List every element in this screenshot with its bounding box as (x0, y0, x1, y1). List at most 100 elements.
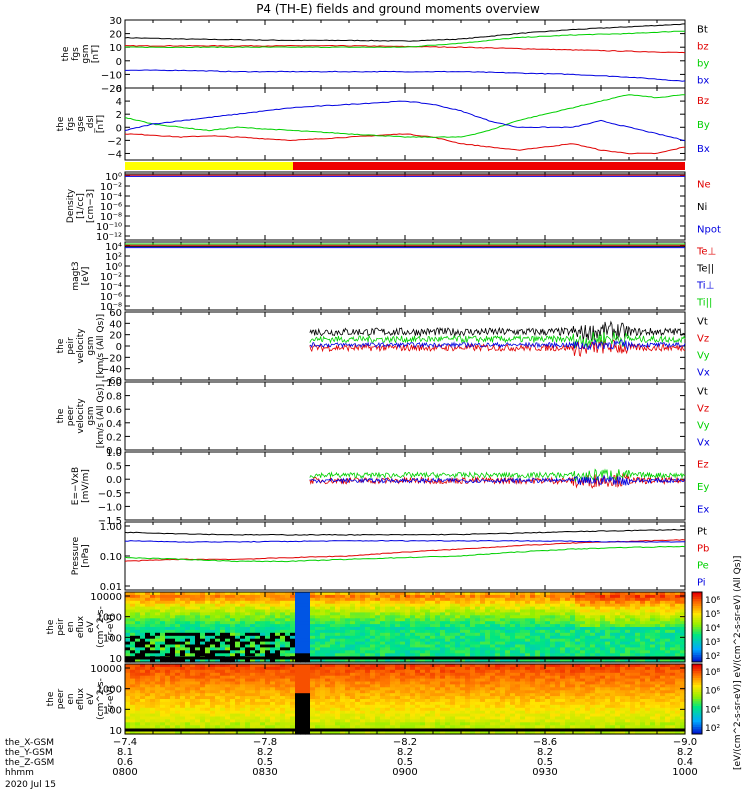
peir_spectrogram-cell (510, 618, 516, 622)
peir_spectrogram-cell (265, 609, 271, 613)
peir_spectrogram-cell (350, 615, 356, 619)
peir_spectrogram-cell (515, 659, 521, 663)
peer_spectrogram-cell (435, 716, 441, 720)
peer_spectrogram-cell (465, 725, 471, 729)
peer_spectrogram-cell (190, 722, 196, 726)
peir_spectrogram-cell (380, 632, 386, 637)
peir_spectrogram-cell (355, 641, 361, 646)
peir_spectrogram-cell (405, 650, 411, 654)
peir_spectrogram-cell (595, 644, 601, 648)
peer_spectrogram-cell (305, 713, 311, 718)
peir_spectrogram-cell (425, 621, 431, 625)
peir_spectrogram-cell (515, 615, 521, 619)
peer_spectrogram-cell (150, 699, 156, 703)
peer_spectrogram-cell (150, 672, 156, 677)
peer_spectrogram-cell (145, 722, 151, 726)
peir_spectrogram-cell (570, 597, 576, 602)
peer_velocity-tick-label: 1.0 (106, 378, 122, 389)
peir_spectrogram-cell (635, 597, 641, 602)
peir_spectrogram-cell (490, 644, 496, 648)
peer_spectrogram-cell (465, 678, 471, 683)
peir_spectrogram-cell (390, 606, 396, 611)
peir_spectrogram-cell (285, 603, 291, 608)
peir_spectrogram-cell (295, 635, 301, 640)
peir_spectrogram-cell (285, 612, 291, 616)
peir_spectrogram-ylabel-line: the (46, 619, 56, 634)
peir_spectrogram-cell (270, 632, 276, 637)
fgs_gsm-series-bx (125, 69, 686, 82)
peir_spectrogram-cell (440, 618, 446, 622)
density-legend-Ne: Ne (697, 179, 711, 190)
peir_spectrogram-cell (680, 597, 686, 602)
peir_spectrogram-cell (455, 629, 461, 634)
peer_spectrogram-cell (275, 672, 281, 677)
peer_spectrogram-cell (245, 669, 251, 674)
peir_spectrogram-cell (170, 603, 176, 608)
peir_spectrogram-cell (445, 621, 451, 625)
peir_spectrogram-cell (465, 638, 471, 643)
peir_spectrogram-cell (295, 647, 301, 651)
peer_spectrogram-cell (420, 719, 426, 723)
peir_spectrogram-cell (165, 627, 171, 631)
peir_spectrogram-cell (360, 603, 366, 608)
peir_spectrogram-cell (680, 632, 686, 637)
peer_spectrogram-cell (430, 719, 436, 723)
peer_spectrogram-cell (290, 666, 296, 671)
peir_spectrogram-cell (210, 621, 216, 625)
peir_spectrogram-cell (400, 627, 406, 631)
peir_spectrogram-cell (225, 621, 231, 625)
peir_spectrogram-cell (620, 592, 626, 596)
peir_spectrogram-cell (455, 600, 461, 605)
peer_spectrogram-cell (320, 684, 326, 688)
peir_spectrogram-cell (550, 594, 556, 599)
peer_spectrogram-cell (210, 696, 216, 700)
peir_spectrogram-cell (190, 592, 196, 596)
peir_spectrogram-cell (195, 644, 201, 648)
peir_spectrogram-cell (590, 632, 596, 637)
peir_spectrogram-cell (130, 612, 136, 616)
peir_spectrogram-cell (520, 618, 526, 622)
density-tick-label: 10⁻¹⁰ (96, 222, 122, 233)
peir_spectrogram-cell (260, 606, 266, 611)
peer_spectrogram-cell (365, 701, 371, 706)
peir_spectrogram-cell (235, 653, 241, 657)
peir_spectrogram-cell (155, 635, 161, 640)
peir_spectrogram-cell (155, 600, 161, 605)
peir_spectrogram-cell (660, 653, 666, 657)
peer_spectrogram-cell (330, 722, 336, 726)
peir_spectrogram-cell (410, 632, 416, 637)
peir_spectrogram-cell (225, 597, 231, 602)
peir_spectrogram-cell (285, 606, 291, 611)
peir_spectrogram-cell (270, 647, 276, 651)
peir_spectrogram-cell (140, 594, 146, 599)
peir_spectrogram-cell (545, 638, 551, 643)
peir_spectrogram-cell (230, 612, 236, 616)
peir_spectrogram-cell (600, 647, 606, 651)
peir_spectrogram-cell (180, 592, 186, 596)
peir_spectrogram-cell (485, 618, 491, 622)
peer_spectrogram-cell (420, 731, 426, 735)
peir_spectrogram-cell (415, 627, 421, 631)
peir_spectrogram-cell (145, 603, 151, 608)
peer_spectrogram-cell (165, 704, 171, 709)
peir_spectrogram-cell (415, 629, 421, 634)
peer_spectrogram-cell (225, 713, 231, 718)
peir_spectrogram-cell (605, 644, 611, 648)
peir_velocity-tick-label: −40 (101, 365, 122, 376)
peer_spectrogram-cell (255, 725, 261, 729)
peir_spectrogram-cell (465, 641, 471, 646)
peir_spectrogram-cell (175, 606, 181, 611)
peir_spectrogram-cell (160, 635, 166, 640)
peer_spectrogram-cell (380, 731, 386, 735)
peer_spectrogram-cell (290, 675, 296, 680)
fgs_gsm-legend-bx: bx (697, 76, 709, 87)
peir_spectrogram-cell (535, 612, 541, 616)
peir_spectrogram-cell (265, 615, 271, 619)
peer_spectrogram-cell (435, 707, 441, 712)
peir_spectrogram-cell (135, 615, 141, 619)
peir_spectrogram-cell (640, 624, 646, 628)
peer_spectrogram-cell (305, 716, 311, 720)
peer_spectrogram-cell (260, 687, 266, 691)
peir_spectrogram-cell (440, 647, 446, 651)
peir_spectrogram-cell (355, 609, 361, 613)
